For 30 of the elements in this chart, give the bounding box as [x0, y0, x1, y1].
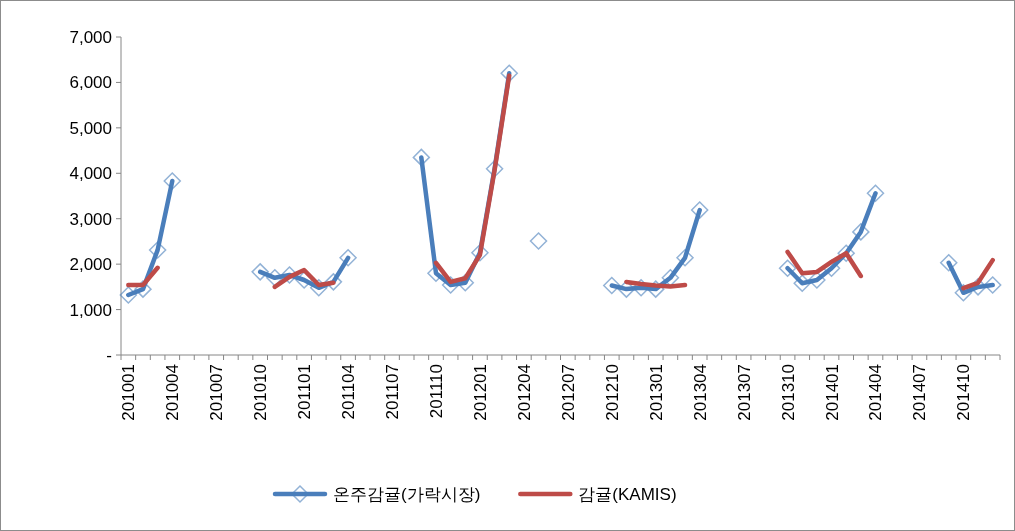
x-tick-label: 201410 — [954, 364, 974, 421]
y-tick-label: 3,000 — [69, 209, 112, 229]
y-tick-label: 6,000 — [69, 73, 112, 93]
x-tick-label: 201201 — [470, 364, 490, 421]
y-tick-label: 1,000 — [69, 300, 112, 320]
x-tick-label: 201207 — [558, 364, 578, 421]
legend-label: 감귤(KAMIS) — [578, 485, 677, 504]
x-tick-label: 201001 — [119, 364, 139, 421]
x-tick-label: 201210 — [602, 364, 622, 421]
x-tick-label: 201204 — [514, 364, 534, 421]
x-tick-label: 201004 — [163, 364, 183, 421]
x-tick-label: 201007 — [207, 364, 227, 421]
y-tick-label: 7,000 — [69, 28, 112, 47]
x-tick-label: 201407 — [910, 364, 930, 421]
x-tick-label: 201010 — [251, 364, 271, 421]
x-tick-label: 201304 — [690, 364, 710, 421]
x-tick-label: 201310 — [778, 364, 798, 421]
x-tick-label: 201404 — [866, 364, 886, 421]
x-tick-label: 201301 — [646, 364, 666, 421]
x-tick-label: 201401 — [822, 364, 842, 421]
y-tick-label: 4,000 — [69, 164, 112, 184]
y-tick-label: - — [106, 346, 112, 365]
x-tick-label: 201307 — [734, 364, 754, 421]
y-tick-label: 5,000 — [69, 118, 112, 138]
x-tick-label: 201101 — [295, 364, 315, 420]
x-tick-label: 201110 — [426, 364, 446, 419]
legend-label: 온주감귤(가락시장) — [333, 485, 481, 504]
x-tick-label: 201104 — [339, 364, 359, 420]
y-tick-label: 2,000 — [69, 255, 112, 275]
x-tick-label: 201107 — [383, 364, 403, 420]
